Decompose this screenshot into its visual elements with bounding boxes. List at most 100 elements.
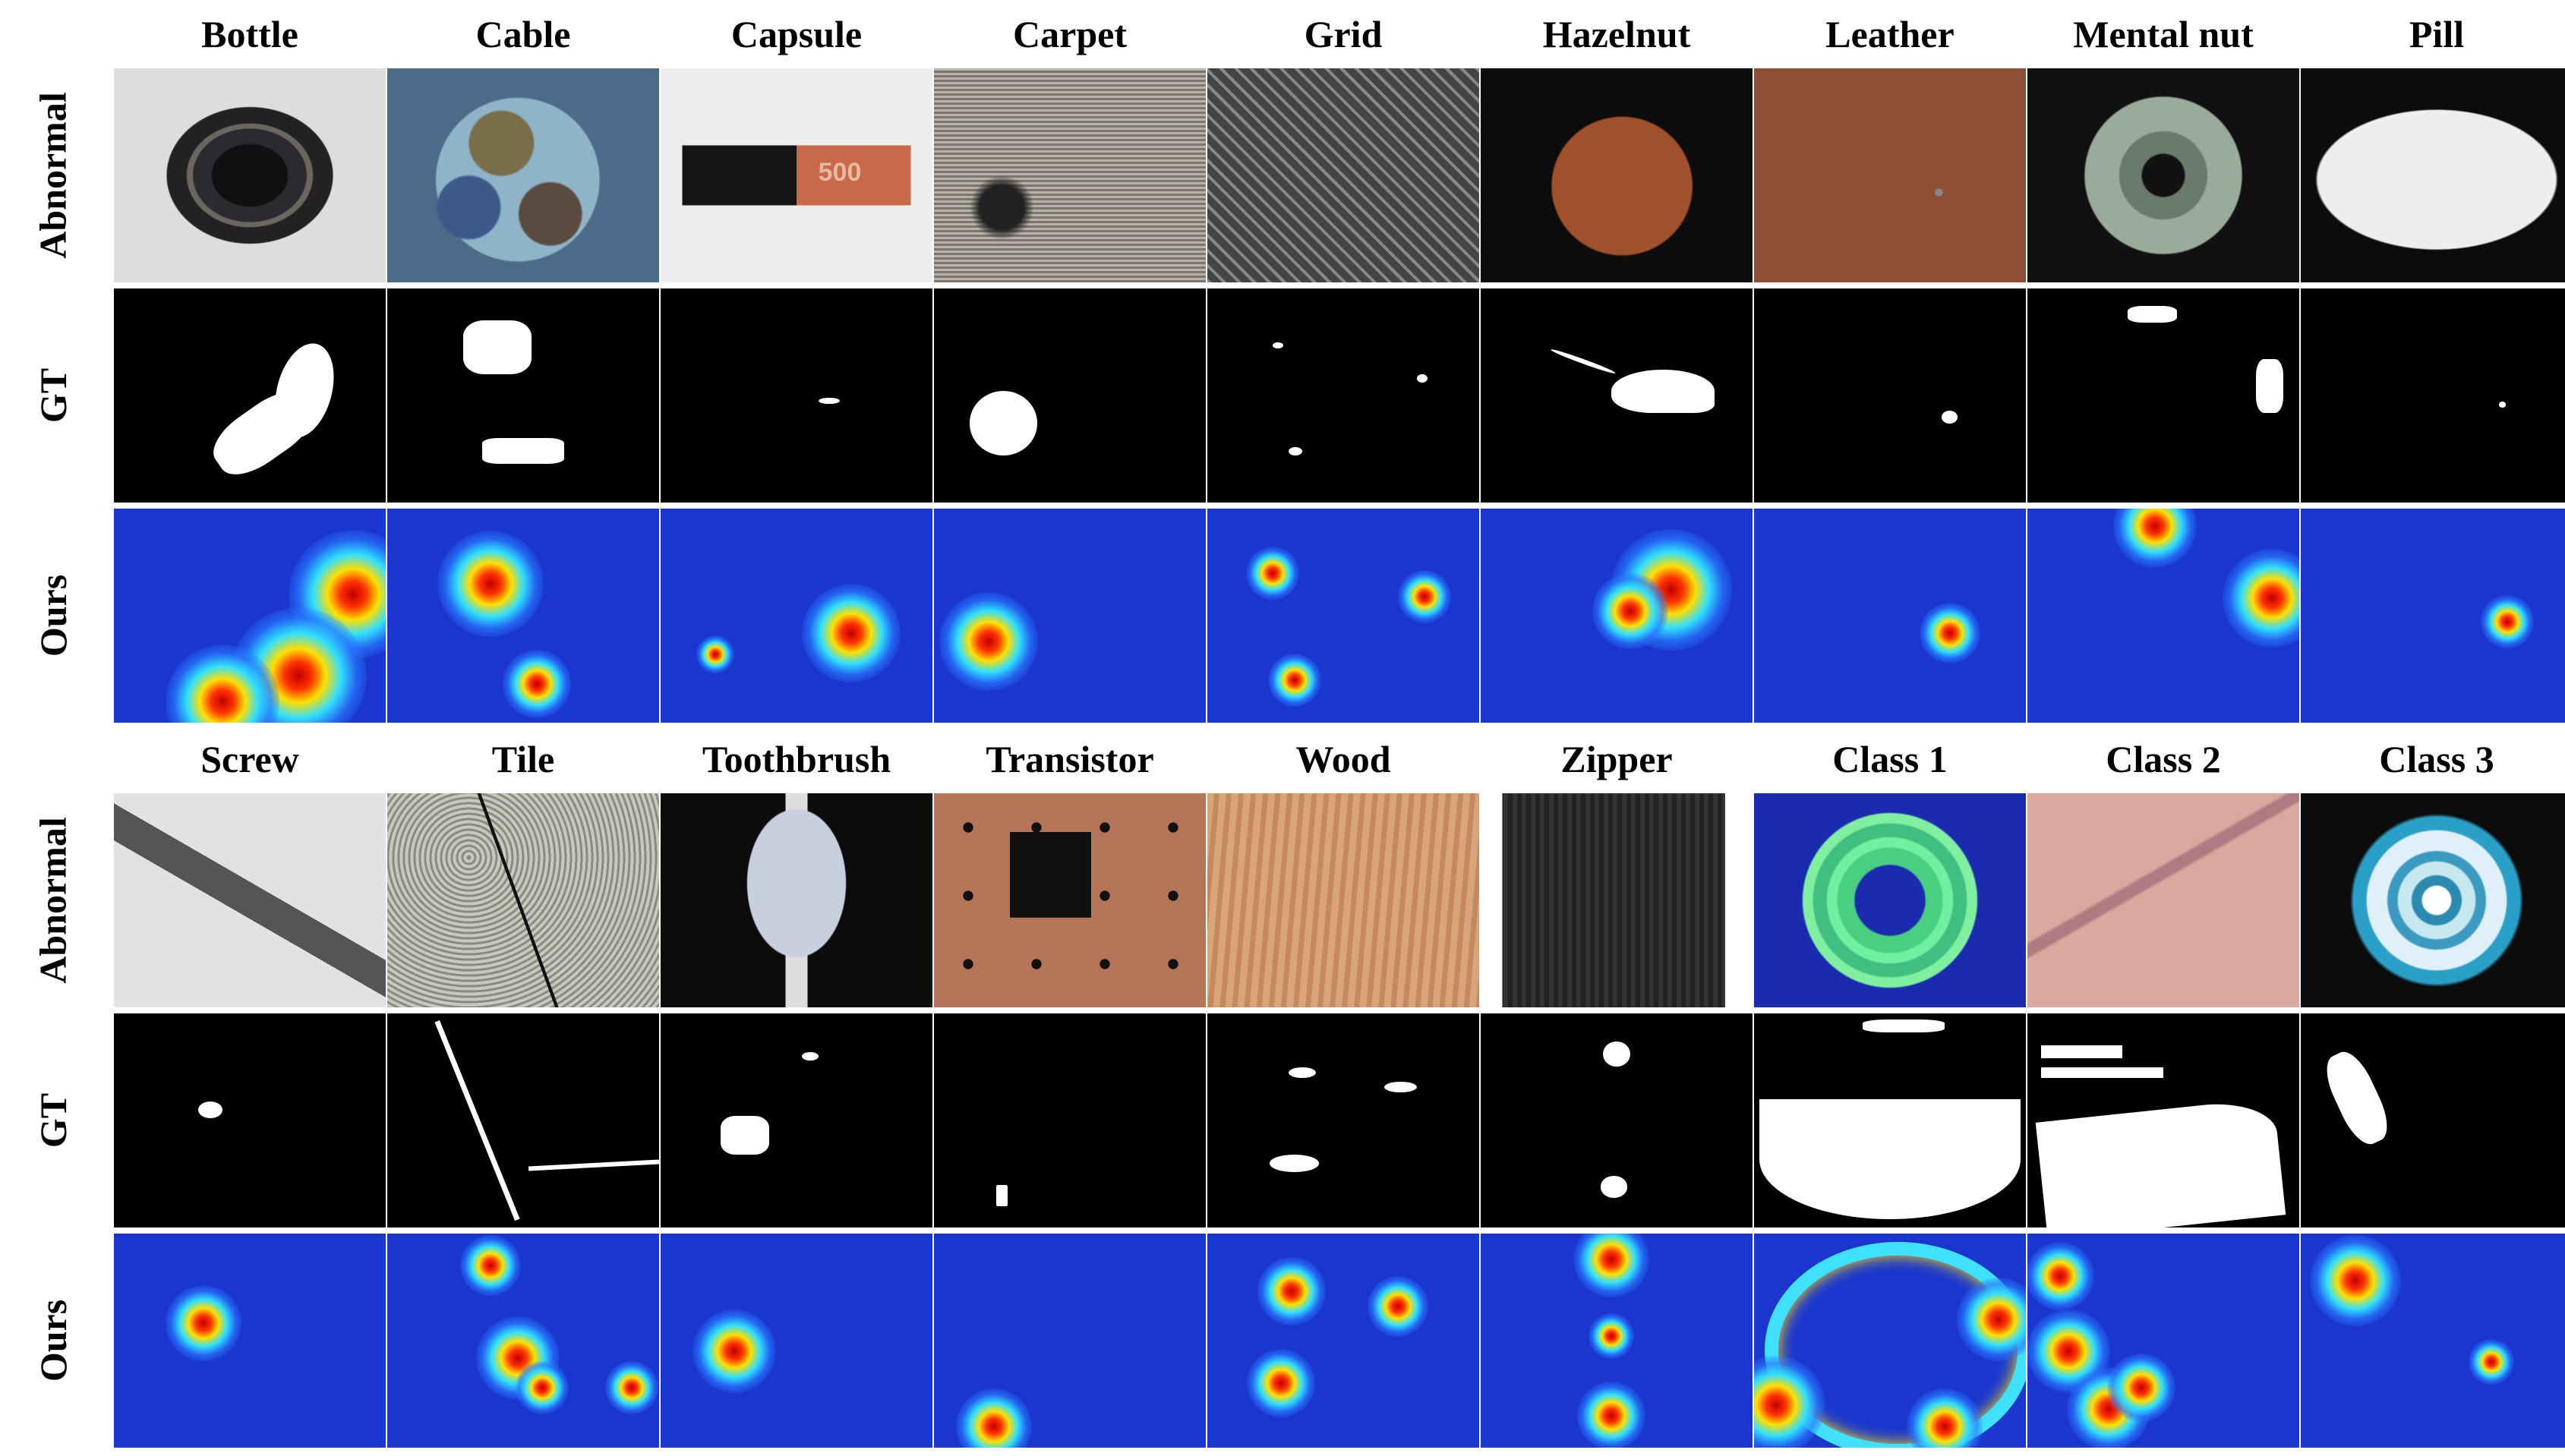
gt-mask-region (1942, 410, 1958, 424)
row-label-abnormal: Abnormal (0, 68, 106, 282)
abnormal-image-grid (1207, 68, 1479, 282)
heat-spot (1398, 569, 1452, 623)
row-gt (114, 1013, 2565, 1228)
abnormal-image-class-1 (1754, 793, 2026, 1007)
column-header: Tile (491, 738, 555, 780)
ours-image-wood (1207, 1234, 1479, 1448)
ours-image-capsule (661, 509, 932, 723)
gt-image-transistor (934, 1013, 1206, 1228)
ours-image-pill (2301, 509, 2565, 723)
gt-mask-region (1416, 373, 1428, 383)
heat-spot (801, 583, 901, 682)
row-label-text: Ours (31, 574, 74, 657)
gt-image-hazelnut (1481, 288, 1753, 503)
gt-image-class-3 (2301, 1013, 2565, 1228)
heat-spot (1906, 1388, 1983, 1448)
gt-image-tile (387, 1013, 659, 1228)
row-abnormal: 500 (114, 68, 2565, 282)
ours-image-transistor (934, 1234, 1206, 1448)
abnormal-image-transistor (934, 793, 1206, 1007)
heat-spot (1267, 653, 1321, 707)
heat-spot (1257, 1257, 1326, 1326)
gt-mask-region (1289, 1067, 1317, 1078)
row-label-ours: Ours (0, 1234, 106, 1448)
row-label-text: Ours (31, 1299, 74, 1382)
gt-mask-region (996, 1184, 1008, 1206)
row-ours (114, 1234, 2565, 1448)
ours-image-class-1 (1754, 1234, 2026, 1448)
column-header: Pill (2409, 13, 2465, 55)
row-label-abnormal: Abnormal (0, 793, 106, 1007)
heat-spot (1245, 546, 1299, 600)
gt-mask-region (1383, 1082, 1417, 1093)
gt-image-pill (2301, 288, 2565, 503)
heat-spot (692, 1309, 776, 1394)
gt-image-carpet (934, 288, 1206, 503)
gt-mask-region (1600, 1176, 1628, 1198)
gt-mask-region (2040, 1045, 2123, 1059)
heat-spot (2468, 1339, 2514, 1385)
abnormal-image-toothbrush (661, 793, 932, 1007)
row-gt (114, 288, 2565, 503)
row-label-ours: Ours (0, 509, 106, 723)
heat-spot (1573, 1234, 1649, 1297)
column-header: Cable (475, 13, 571, 55)
heat-spot (2481, 595, 2535, 649)
ours-image-mental-nut (2027, 509, 2299, 723)
row-label-gt: GT (0, 288, 106, 503)
heat-spot (1588, 1313, 1634, 1360)
gt-mask-region (818, 397, 841, 405)
gt-mask-region (197, 1101, 223, 1119)
gt-image-capsule (661, 288, 932, 503)
gt-mask-region (1272, 342, 1284, 348)
column-header: Carpet (1013, 13, 1127, 55)
heat-spot (2309, 1235, 2401, 1327)
heat-spot (605, 1361, 659, 1415)
gt-image-bottle (114, 288, 386, 503)
abnormal-image-class-2 (2027, 793, 2299, 1007)
heat-spot (1919, 602, 1980, 663)
row-label-gt: GT (0, 1013, 106, 1228)
heat-spot (939, 591, 1038, 691)
gt-mask-region (969, 391, 1038, 455)
gt-mask-region (1289, 446, 1303, 455)
column-header: Class 2 (2106, 738, 2221, 780)
row-abnormal (114, 793, 2565, 1007)
heat-spot (1957, 1277, 2026, 1361)
gt-image-grid (1207, 288, 1479, 503)
column-header: Grid (1304, 13, 1383, 55)
gt-mask-region (802, 1051, 819, 1061)
capsule-print: 500 (818, 158, 862, 188)
column-header: Class 3 (2379, 738, 2494, 780)
column-header: Class 1 (1832, 738, 1948, 780)
row-label-text: Abnormal (32, 92, 74, 259)
gt-image-zipper (1481, 1013, 1753, 1228)
gt-mask-region (482, 438, 564, 465)
gt-image-cable (387, 288, 659, 503)
row-ours (114, 509, 2565, 723)
heat-spot (1576, 1381, 1645, 1448)
ours-image-class-3 (2301, 1234, 2565, 1448)
abnormal-image-zipper (1481, 793, 1753, 1007)
gt-image-toothbrush (661, 1013, 932, 1228)
gt-mask-region (2035, 1097, 2286, 1228)
gt-image-screw (114, 1013, 386, 1228)
gt-mask-region (1550, 347, 1616, 375)
heat-spot (166, 1285, 242, 1362)
heat-spot (1367, 1275, 1428, 1337)
column-header: Hazelnut (1542, 13, 1691, 55)
ours-image-tile (387, 1234, 659, 1448)
column-header: Transistor (986, 738, 1154, 780)
gt-mask-region (720, 1116, 770, 1155)
column-header: Leather (1825, 13, 1955, 55)
row-label-text: Abnormal (32, 817, 74, 984)
ours-image-bottle (114, 509, 386, 723)
gt-mask-region (1270, 1155, 1319, 1172)
gt-image-class-1 (1754, 1013, 2026, 1228)
gt-image-class-2 (2027, 1013, 2299, 1228)
abnormal-image-bottle (114, 68, 386, 282)
heat-spot (516, 1361, 569, 1415)
column-header: Wood (1295, 738, 1391, 780)
gt-mask-region (1759, 1098, 2021, 1219)
gt-mask-region (2040, 1067, 2163, 1078)
